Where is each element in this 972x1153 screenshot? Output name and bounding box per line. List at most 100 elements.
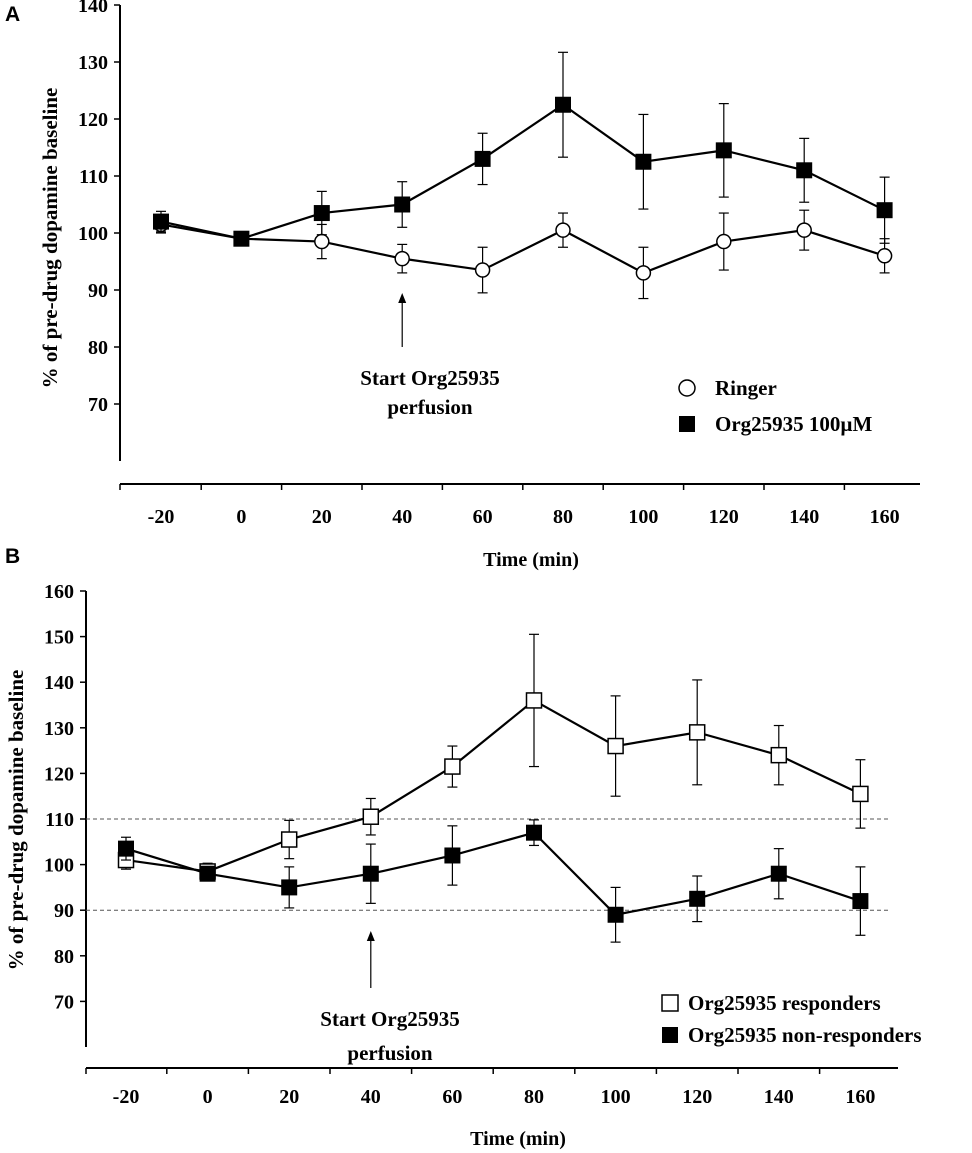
- y-axis-title: % of pre-drug dopamine baseline: [4, 670, 28, 971]
- data-point: [852, 893, 869, 910]
- x-tick-label: 60: [442, 1086, 462, 1108]
- series-line: [125, 699, 861, 873]
- data-point: [716, 233, 732, 250]
- y-tick-label: 150: [44, 627, 74, 649]
- data-point: [635, 153, 652, 170]
- legend-label: Org25935 100µM: [715, 412, 873, 436]
- x-tick-label: 140: [789, 506, 819, 528]
- annotation-text-line1: Start Org25935: [320, 1007, 459, 1031]
- panel-b-chart: 70 80 90 100 110 120 130 140 150 160 -20 0 20 40 60 80 1…: [4, 581, 922, 1150]
- series-org25935-non-responders: [118, 819, 869, 943]
- series-ringer: [153, 209, 893, 300]
- x-tick-label: 120: [682, 1086, 712, 1108]
- y-tick-label: 130: [78, 52, 108, 74]
- data-point: [153, 213, 169, 230]
- series-line: [125, 831, 861, 916]
- data-point: [770, 746, 788, 764]
- data-point: [362, 865, 379, 882]
- legend-label: Ringer: [715, 376, 777, 400]
- legend-label: Org25935 non-responders: [688, 1023, 922, 1047]
- annotation-arrow-head: [398, 293, 407, 303]
- x-tick-label: 60: [473, 506, 493, 528]
- series-org25935-100-m: [153, 51, 893, 247]
- x-tick-label: 100: [601, 1086, 631, 1108]
- x-tick-label: 140: [764, 1086, 794, 1108]
- data-point: [715, 142, 732, 159]
- y-axis-title: % of pre-drug dopamine baseline: [38, 88, 62, 389]
- x-tick-label: 40: [361, 1086, 381, 1108]
- x-tick-label: 20: [312, 506, 332, 528]
- panel-a-letter: A: [5, 3, 20, 26]
- y-tick-label: 80: [88, 337, 108, 359]
- annotation-arrow-head: [366, 931, 375, 941]
- y-tick-label: 160: [44, 581, 74, 603]
- legend-marker: [678, 379, 696, 397]
- x-tick-label: 40: [392, 506, 412, 528]
- x-tick-label: 0: [236, 506, 246, 528]
- data-point: [796, 162, 813, 179]
- annotation-text-line2: perfusion: [387, 395, 473, 419]
- data-point: [607, 737, 624, 755]
- annotation-text-line1: Start Org25935: [360, 366, 499, 390]
- data-point: [607, 906, 624, 923]
- y-tick-label: 110: [45, 809, 74, 831]
- legend-marker: [679, 416, 695, 432]
- data-point: [280, 831, 298, 848]
- x-tick-label: -20: [113, 1086, 140, 1108]
- data-point: [362, 808, 380, 825]
- y-tick-label: 140: [78, 0, 108, 17]
- data-point: [555, 96, 571, 113]
- y-tick-label: 100: [44, 855, 74, 877]
- x-axis-title: Time (min): [483, 549, 579, 571]
- data-point: [199, 865, 216, 882]
- y-tick-label: 90: [54, 900, 74, 922]
- data-point: [394, 196, 411, 213]
- data-point: [876, 202, 893, 219]
- data-point: [474, 262, 491, 278]
- data-point: [555, 222, 571, 238]
- panel-b-letter: B: [5, 545, 20, 568]
- data-point: [852, 785, 869, 803]
- panel-a-chart: 70 80 90 100 110 120 130 140 -20 0 20 40 60 80 100 120 1…: [38, 0, 920, 571]
- y-tick-label: 120: [44, 763, 74, 785]
- data-point: [394, 250, 410, 267]
- data-point: [770, 865, 787, 882]
- x-tick-label: 20: [279, 1086, 299, 1108]
- x-tick-label: 0: [203, 1086, 213, 1108]
- y-tick-label: 70: [88, 394, 108, 416]
- y-tick-label: 90: [88, 280, 108, 302]
- legend-marker: [662, 1027, 678, 1043]
- y-tick-label: 120: [78, 109, 108, 131]
- data-point: [526, 824, 542, 841]
- annotation-text-line2: perfusion: [347, 1041, 433, 1065]
- y-tick-label: 100: [78, 223, 108, 245]
- legend-label: Org25935 responders: [688, 991, 881, 1015]
- data-point: [281, 879, 298, 896]
- data-point: [796, 222, 812, 238]
- data-point: [474, 150, 491, 167]
- x-tick-label: 160: [845, 1086, 875, 1108]
- data-point: [233, 230, 250, 247]
- data-point: [635, 265, 652, 281]
- x-tick-label: 100: [628, 506, 658, 528]
- y-tick-label: 110: [79, 166, 108, 188]
- y-tick-label: 140: [44, 672, 74, 694]
- data-point: [688, 724, 706, 741]
- legend-marker: [661, 994, 679, 1012]
- x-tick-label: 80: [524, 1086, 544, 1108]
- data-point: [876, 248, 893, 264]
- data-point: [313, 205, 330, 222]
- x-tick-label: 120: [709, 506, 739, 528]
- x-tick-label: 80: [553, 506, 573, 528]
- data-point: [689, 890, 706, 907]
- y-tick-label: 130: [44, 718, 74, 740]
- y-tick-label: 80: [54, 946, 74, 968]
- data-point: [444, 847, 461, 864]
- x-tick-label: -20: [148, 506, 175, 528]
- x-axis-title: Time (min): [470, 1128, 566, 1150]
- series-org25935-responders: [117, 633, 869, 881]
- data-point: [525, 692, 543, 709]
- data-point: [314, 233, 330, 250]
- data-point: [444, 758, 461, 775]
